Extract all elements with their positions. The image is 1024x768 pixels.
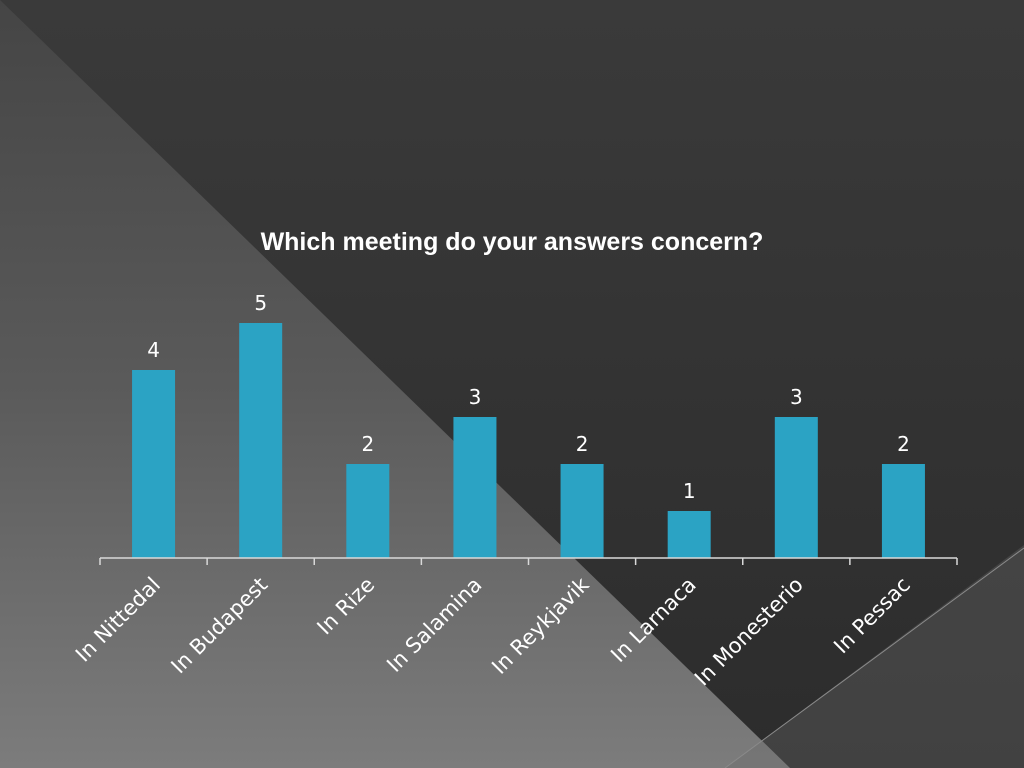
data-label: 2 [361,432,374,456]
value-labels-group: 4 5 2 3 2 1 3 2 [147,291,910,503]
chart-title: Which meeting do your answers concern? [261,228,764,256]
bar [346,464,390,558]
x-axis-ticks [99,558,958,565]
data-label: 3 [790,385,803,409]
data-label: 1 [683,479,696,503]
bar [560,464,604,558]
bar [453,417,497,558]
bar [239,323,283,558]
bars-group [132,323,925,558]
data-label: 2 [576,432,589,456]
data-label: 5 [254,291,267,315]
data-label: 4 [147,338,160,362]
bar [881,464,925,558]
data-label: 2 [897,432,910,456]
bar [132,370,176,558]
background-light-wedge [0,0,790,768]
bar [774,417,818,558]
data-label: 3 [469,385,482,409]
background-corner-accent [725,545,1024,768]
background-corner-line [724,547,1024,768]
bar [667,511,711,558]
